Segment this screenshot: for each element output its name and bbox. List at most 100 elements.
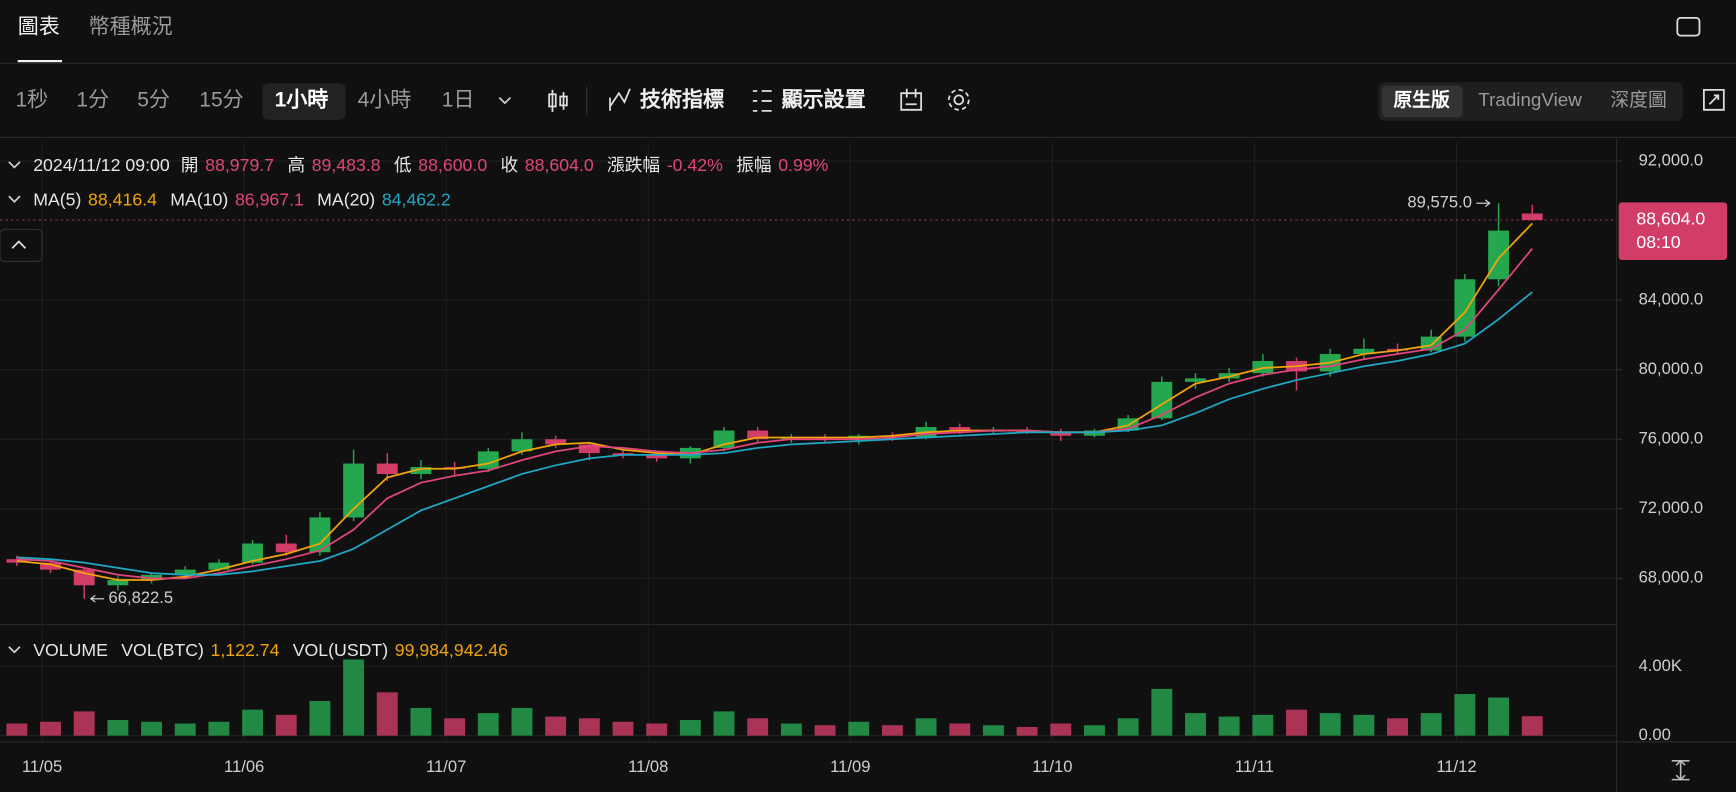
- volume-bar: [1454, 694, 1476, 736]
- info-name: 漲跌幅: [607, 155, 660, 175]
- interval-active-bg: [262, 83, 346, 120]
- volume-bar: [1353, 714, 1375, 736]
- min-label: 66,822.5: [109, 588, 174, 607]
- indicator-icon[interactable]: [609, 88, 631, 111]
- volume-bar: [1016, 726, 1038, 736]
- volume-bar: [208, 721, 230, 736]
- tab[interactable]: 圖表: [18, 15, 60, 38]
- tab-underline: [17, 59, 62, 63]
- candle-body: [1151, 381, 1173, 419]
- tab[interactable]: 幣種概況: [89, 15, 173, 38]
- tool-button[interactable]: 顯示設置: [782, 88, 866, 112]
- volume-bar: [612, 721, 634, 736]
- volume-bar: [1185, 713, 1206, 736]
- legend-name: MA(5): [33, 189, 81, 209]
- volume-bar: [242, 709, 264, 736]
- interval-button[interactable]: 5分: [137, 89, 170, 112]
- y-tick-label: 92,000.0: [1639, 150, 1704, 169]
- x-tick-label: 11/07: [426, 757, 466, 776]
- fullscreen-icon[interactable]: [1703, 88, 1725, 111]
- interval-button[interactable]: 1秒: [16, 89, 49, 112]
- candle-body: [646, 454, 668, 459]
- legend-name: MA(10): [170, 189, 228, 209]
- legend-value: 84,462.2: [382, 189, 451, 209]
- candle-body: [949, 427, 971, 431]
- max-label: 89,575.0: [1407, 193, 1472, 212]
- candle-body: [511, 439, 533, 452]
- axis-scale-icon[interactable]: [1671, 759, 1690, 781]
- volume-bar: [1286, 709, 1307, 736]
- candle-body: [275, 543, 297, 553]
- interval-dropdown[interactable]: [498, 96, 512, 105]
- x-tick-label: 11/10: [1032, 757, 1072, 776]
- volume-value: 1,122.74: [211, 640, 280, 660]
- volume-bar: [410, 707, 432, 736]
- info-value: 88,604.0: [525, 155, 594, 175]
- x-tick-label: 11/11: [1235, 757, 1274, 776]
- volume-bar: [1252, 714, 1274, 736]
- candle-body: [376, 463, 398, 474]
- countdown-label: 08:10: [1636, 232, 1680, 252]
- collapse-icon[interactable]: [8, 195, 21, 203]
- view-button[interactable]: 原生版: [1393, 88, 1450, 110]
- volume-bar: [477, 713, 499, 736]
- candle-body: [1521, 213, 1543, 221]
- tool-button[interactable]: 技術指標: [640, 88, 724, 112]
- volume-bar: [1521, 716, 1543, 736]
- ma-line: [16, 222, 1533, 581]
- legend-value: 86,967.1: [235, 189, 304, 209]
- volume-bar: [376, 692, 398, 736]
- volume-bar: [848, 721, 870, 736]
- x-tick-label: 11/12: [1436, 757, 1476, 776]
- volume-bar: [107, 720, 129, 736]
- interval-button[interactable]: 4小時: [358, 89, 412, 112]
- view-button[interactable]: TradingView: [1478, 89, 1582, 110]
- candle-body: [578, 444, 600, 454]
- volume-bar: [275, 714, 297, 736]
- y-tick-label: 84,000.0: [1639, 290, 1704, 309]
- volume-tick-label: 4.00K: [1639, 656, 1682, 675]
- toggle-button[interactable]: [0, 228, 43, 263]
- y-tick-label: 80,000.0: [1639, 359, 1704, 378]
- ma-line: [16, 247, 1533, 580]
- interval-button[interactable]: 1日: [442, 89, 475, 112]
- y-tick-label: 72,000.0: [1639, 498, 1704, 517]
- ma-line: [16, 291, 1533, 576]
- view-active-bg: [1381, 85, 1463, 118]
- volume-bar: [1387, 718, 1408, 736]
- volume-bar: [747, 718, 769, 736]
- info-name: 高: [287, 155, 305, 175]
- settings-icon[interactable]: [953, 94, 965, 106]
- price-tag-label: 88,604.0: [1636, 209, 1705, 229]
- collapse-icon[interactable]: [8, 646, 21, 654]
- info-value: 88,979.7: [205, 155, 274, 175]
- view-button[interactable]: 深度圖: [1610, 89, 1666, 110]
- info-date: 2024/11/12 09:00: [33, 155, 170, 175]
- y-tick-label: 76,000.0: [1639, 429, 1704, 448]
- volume-name: VOL(BTC): [121, 640, 204, 660]
- display-icon[interactable]: [752, 90, 772, 112]
- x-tick-label: 11/08: [628, 757, 668, 776]
- candle-body: [1454, 279, 1476, 337]
- candle-body: [40, 562, 61, 570]
- info-name: 開: [181, 155, 199, 175]
- candle-body: [242, 543, 264, 563]
- calendar-icon[interactable]: [900, 88, 923, 111]
- volume-bar: [40, 721, 61, 736]
- volume-bar: [1084, 725, 1105, 736]
- candle-type-icon[interactable]: [548, 89, 568, 113]
- candle-body: [208, 562, 230, 570]
- collapse-icon[interactable]: [8, 161, 21, 169]
- volume-bar: [6, 723, 28, 736]
- volume-bar: [1218, 716, 1240, 736]
- interval-button[interactable]: 1小時: [275, 88, 329, 112]
- interval-button[interactable]: 15分: [199, 89, 243, 112]
- price-tag: [1618, 202, 1728, 260]
- interval-button[interactable]: 1分: [76, 89, 109, 112]
- info-value: 88,600.0: [418, 155, 487, 175]
- info-value: 89,483.8: [312, 155, 381, 175]
- window-icon[interactable]: [1676, 17, 1701, 37]
- x-tick-label: 11/09: [830, 757, 870, 776]
